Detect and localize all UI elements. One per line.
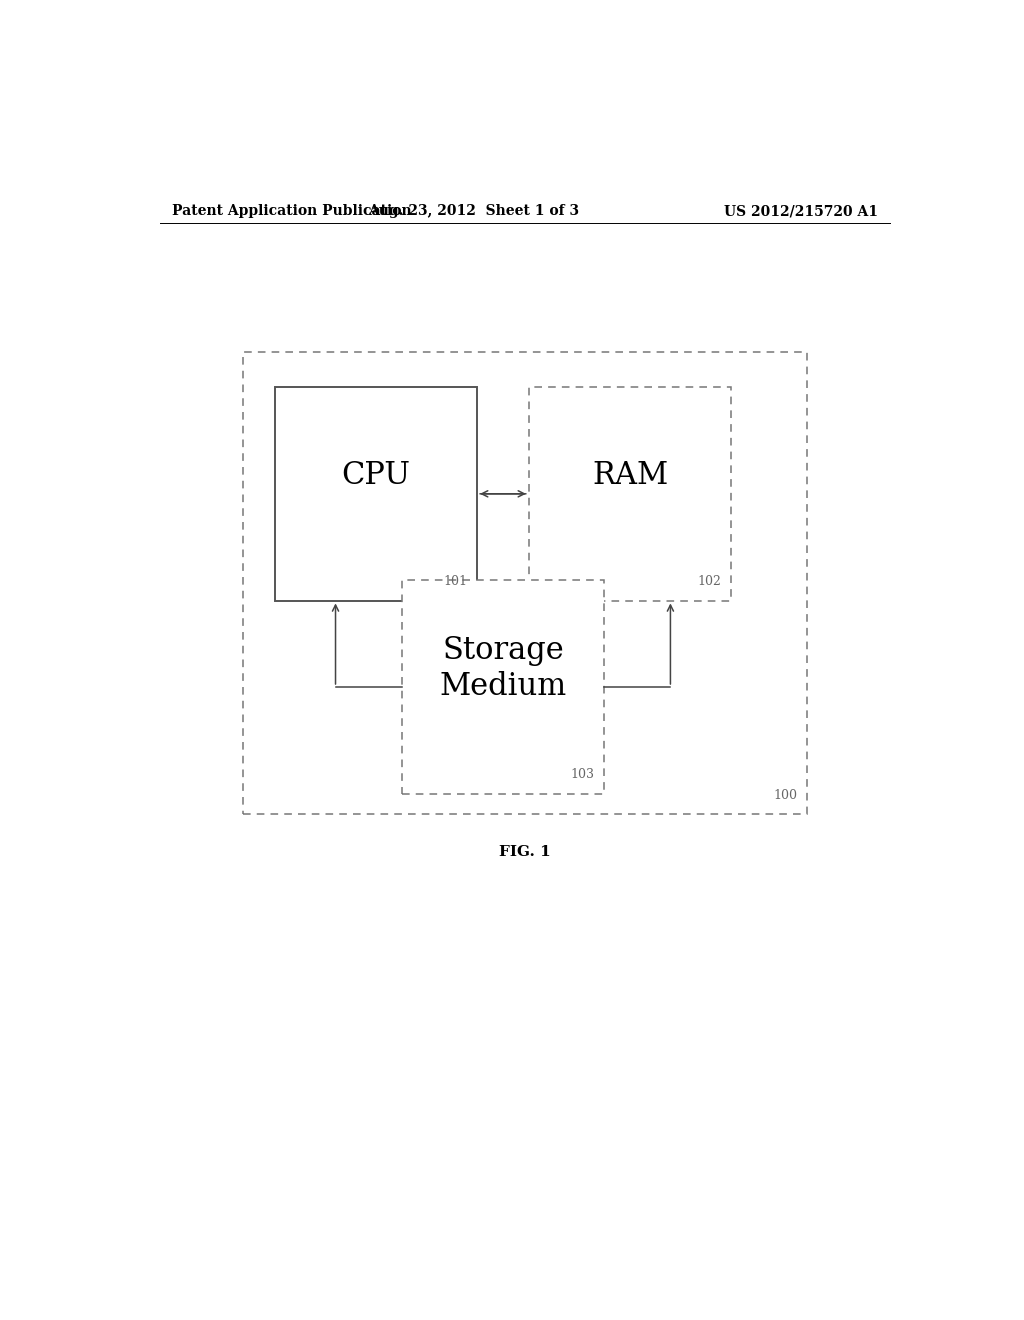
Text: Patent Application Publication: Patent Application Publication [172, 205, 412, 218]
Text: 102: 102 [697, 576, 722, 589]
Bar [274, 387, 477, 601]
Text: Aug. 23, 2012  Sheet 1 of 3: Aug. 23, 2012 Sheet 1 of 3 [368, 205, 579, 218]
Text: 101: 101 [443, 576, 468, 589]
Bar [243, 351, 807, 814]
Text: RAM: RAM [592, 459, 668, 491]
Text: FIG. 1: FIG. 1 [499, 845, 551, 858]
Text: Storage
Medium: Storage Medium [439, 635, 566, 702]
Text: US 2012/215720 A1: US 2012/215720 A1 [724, 205, 878, 218]
Bar [528, 387, 731, 601]
Bar [401, 581, 604, 793]
Text: 103: 103 [570, 768, 595, 781]
Text: CPU: CPU [341, 459, 411, 491]
Text: 100: 100 [773, 789, 797, 801]
